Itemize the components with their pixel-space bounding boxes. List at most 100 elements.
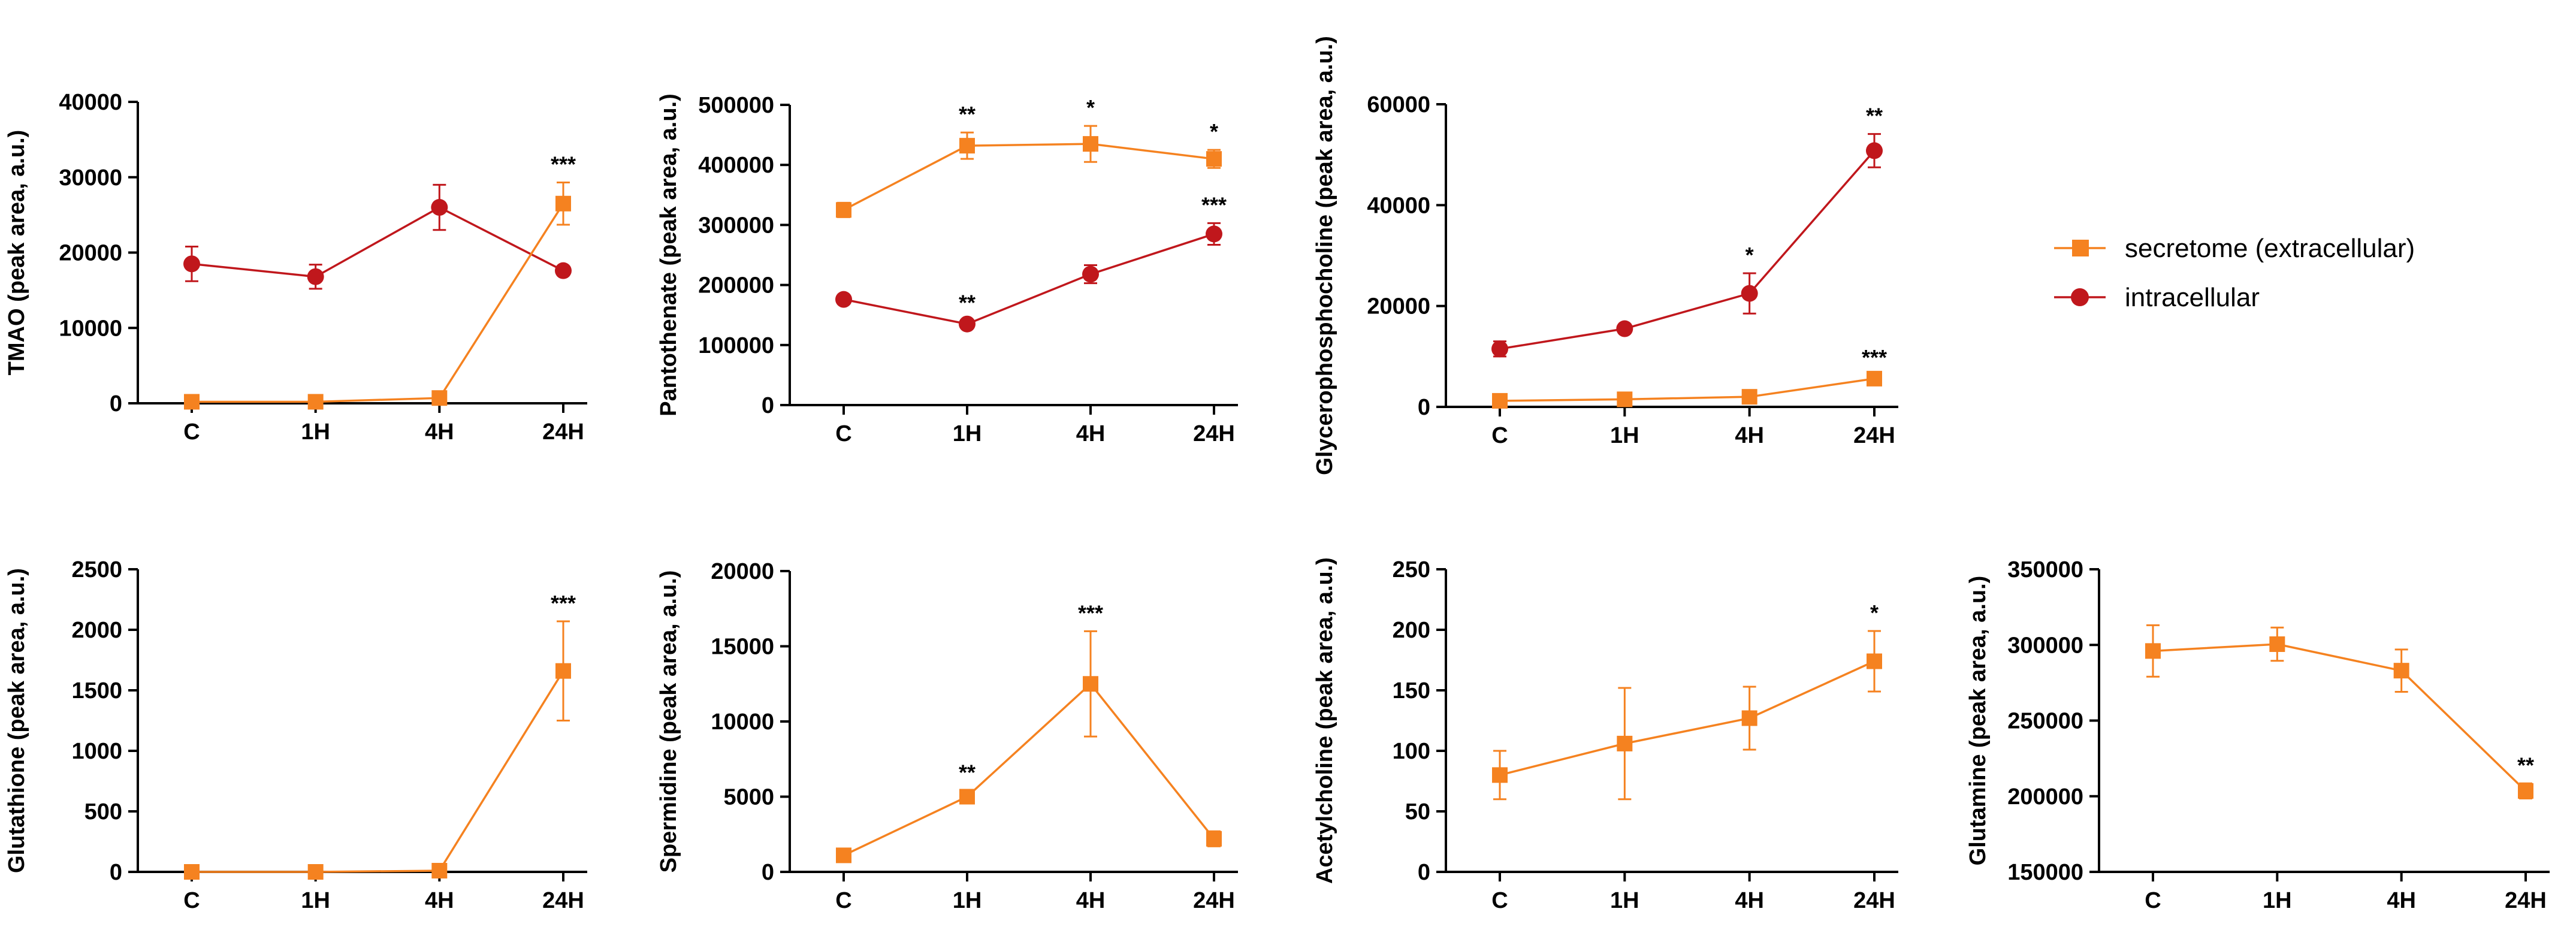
significance-label: ** bbox=[959, 760, 976, 784]
data-point-square bbox=[1617, 391, 1633, 407]
y-tick-label: 10000 bbox=[59, 316, 122, 341]
series-secretome: * bbox=[1492, 600, 1882, 801]
data-point-square bbox=[836, 847, 851, 864]
data-point-square bbox=[307, 394, 324, 410]
x-tick-label: 1H bbox=[1610, 423, 1639, 448]
series-line-secretome bbox=[192, 670, 564, 873]
data-point-circle bbox=[183, 255, 200, 273]
y-tick-label: 20000 bbox=[59, 241, 122, 266]
y-tick-label: 400000 bbox=[698, 153, 774, 178]
series-secretome: ***** bbox=[836, 600, 1222, 864]
y-tick-label: 150000 bbox=[2007, 860, 2083, 885]
data-point-circle bbox=[1616, 320, 1633, 337]
data-point-circle bbox=[835, 291, 852, 308]
significance-label: * bbox=[1086, 95, 1095, 120]
data-point-square bbox=[1741, 710, 1757, 726]
series-secretome: *** bbox=[184, 152, 576, 410]
y-tick-label: 60000 bbox=[1367, 92, 1430, 117]
panel-glycerophosphocholine: 0 20000 40000 60000 C 1H 4H 24H Glycerophosphoch… bbox=[1312, 36, 1898, 475]
y-tick-label: 150 bbox=[1393, 678, 1430, 704]
data-point-circle bbox=[1206, 225, 1222, 243]
y-tick-label: 100 bbox=[1393, 739, 1430, 764]
y-tick-label: 200 bbox=[1393, 618, 1430, 643]
x-tick-label: 1H bbox=[953, 888, 982, 913]
panel-glutamine: 150000 200000 250000 300000 350000 C 1H 4H 24H Gl… bbox=[1965, 557, 2550, 913]
series-intracellular: *** bbox=[1491, 104, 1883, 358]
y-tick-label: 200000 bbox=[2007, 784, 2083, 810]
x-tick-label: 1H bbox=[1610, 888, 1639, 913]
y-tick-label: 0 bbox=[110, 860, 122, 885]
data-point-square bbox=[184, 864, 200, 880]
series-intracellular: ***** bbox=[835, 192, 1227, 333]
y-tick-label: 0 bbox=[1418, 395, 1430, 420]
y-tick-label: 0 bbox=[762, 860, 774, 885]
data-point-square bbox=[1492, 767, 1508, 783]
y-tick-label: 500000 bbox=[698, 93, 774, 118]
x-tick-label: C bbox=[1491, 423, 1508, 448]
x-tick-label: 24H bbox=[1853, 423, 1895, 448]
legend-label: secretome (extracellular) bbox=[2125, 234, 2415, 263]
y-tick-label: 10000 bbox=[711, 709, 774, 735]
data-point-square bbox=[555, 663, 571, 679]
x-tick-label: 24H bbox=[2505, 888, 2547, 913]
y-axis-title: Acetylcholine (peak area, a.u.) bbox=[1312, 557, 1337, 884]
series-line-intracellular bbox=[1499, 150, 1876, 350]
x-tick-label: 1H bbox=[301, 888, 330, 913]
series-line-intracellular bbox=[843, 233, 1215, 325]
data-point-square bbox=[2269, 636, 2285, 652]
y-tick-label: 200000 bbox=[698, 273, 774, 298]
significance-label: *** bbox=[1078, 600, 1103, 625]
y-axis-title: Glutathione (peak area, a.u.) bbox=[4, 568, 29, 873]
x-tick-label: 24H bbox=[542, 419, 584, 445]
data-point-circle bbox=[1741, 285, 1758, 302]
y-tick-label: 0 bbox=[762, 393, 774, 418]
y-axis-title: Spermidine (peak area, a.u.) bbox=[656, 570, 681, 873]
series-secretome: ** ** bbox=[836, 95, 1222, 218]
data-point-square bbox=[959, 789, 975, 805]
data-point-square bbox=[1617, 735, 1633, 751]
data-point-square bbox=[307, 864, 324, 880]
y-axis-title: Glutamine (peak area, a.u.) bbox=[1965, 576, 1991, 866]
y-tick-label: 50 bbox=[1405, 799, 1430, 825]
panel-pantothenate: 0 100000 200000 300000 400000 500000 C 1H 4H 24H P… bbox=[656, 93, 1238, 446]
significance-label: ** bbox=[959, 291, 976, 315]
x-tick-label: 4H bbox=[2387, 888, 2416, 913]
data-point-square bbox=[1867, 653, 1882, 669]
data-point-square bbox=[1867, 370, 1882, 387]
series-secretome: *** bbox=[1492, 345, 1887, 409]
y-tick-label: 20000 bbox=[1367, 294, 1430, 319]
x-tick-label: 4H bbox=[1076, 421, 1106, 446]
y-tick-label: 300000 bbox=[698, 213, 774, 238]
x-tick-label: 24H bbox=[1193, 421, 1235, 446]
x-tick-label: C bbox=[2145, 888, 2161, 913]
data-point-circle bbox=[555, 262, 572, 279]
x-tick-label: 4H bbox=[425, 419, 454, 445]
series-intracellular bbox=[183, 183, 572, 290]
significance-label: *** bbox=[1201, 192, 1227, 217]
y-tick-label: 15000 bbox=[711, 635, 774, 660]
y-axis-title: Pantothenate (peak area, a.u.) bbox=[656, 93, 681, 416]
legend-marker-circle bbox=[2071, 288, 2089, 306]
significance-label: ** bbox=[959, 102, 976, 126]
x-tick-label: 4H bbox=[425, 888, 454, 913]
series-secretome: *** bbox=[184, 591, 576, 880]
significance-label: ** bbox=[1866, 104, 1883, 128]
data-point-square bbox=[184, 394, 200, 410]
x-tick-label: 4H bbox=[1076, 888, 1106, 913]
y-tick-label: 2000 bbox=[71, 618, 122, 643]
data-point-square bbox=[2145, 643, 2161, 659]
series-secretome: ** bbox=[2145, 624, 2534, 800]
data-point-square bbox=[431, 862, 448, 878]
series-line-secretome bbox=[1499, 378, 1875, 402]
data-point-square bbox=[1492, 393, 1508, 409]
panel-spermidine: 0 5000 10000 15000 20000 C 1H 4H 24H Spermidine (… bbox=[656, 559, 1238, 913]
y-tick-label: 1000 bbox=[71, 739, 122, 764]
series-line-secretome bbox=[843, 143, 1215, 211]
y-tick-label: 350000 bbox=[2007, 557, 2083, 582]
y-tick-label: 250000 bbox=[2007, 709, 2083, 734]
x-tick-label: 24H bbox=[1193, 888, 1235, 913]
series-line-secretome bbox=[2152, 643, 2527, 792]
data-point-square bbox=[2393, 663, 2409, 679]
legend: secretome (extracellular) intracellular bbox=[2054, 234, 2415, 312]
